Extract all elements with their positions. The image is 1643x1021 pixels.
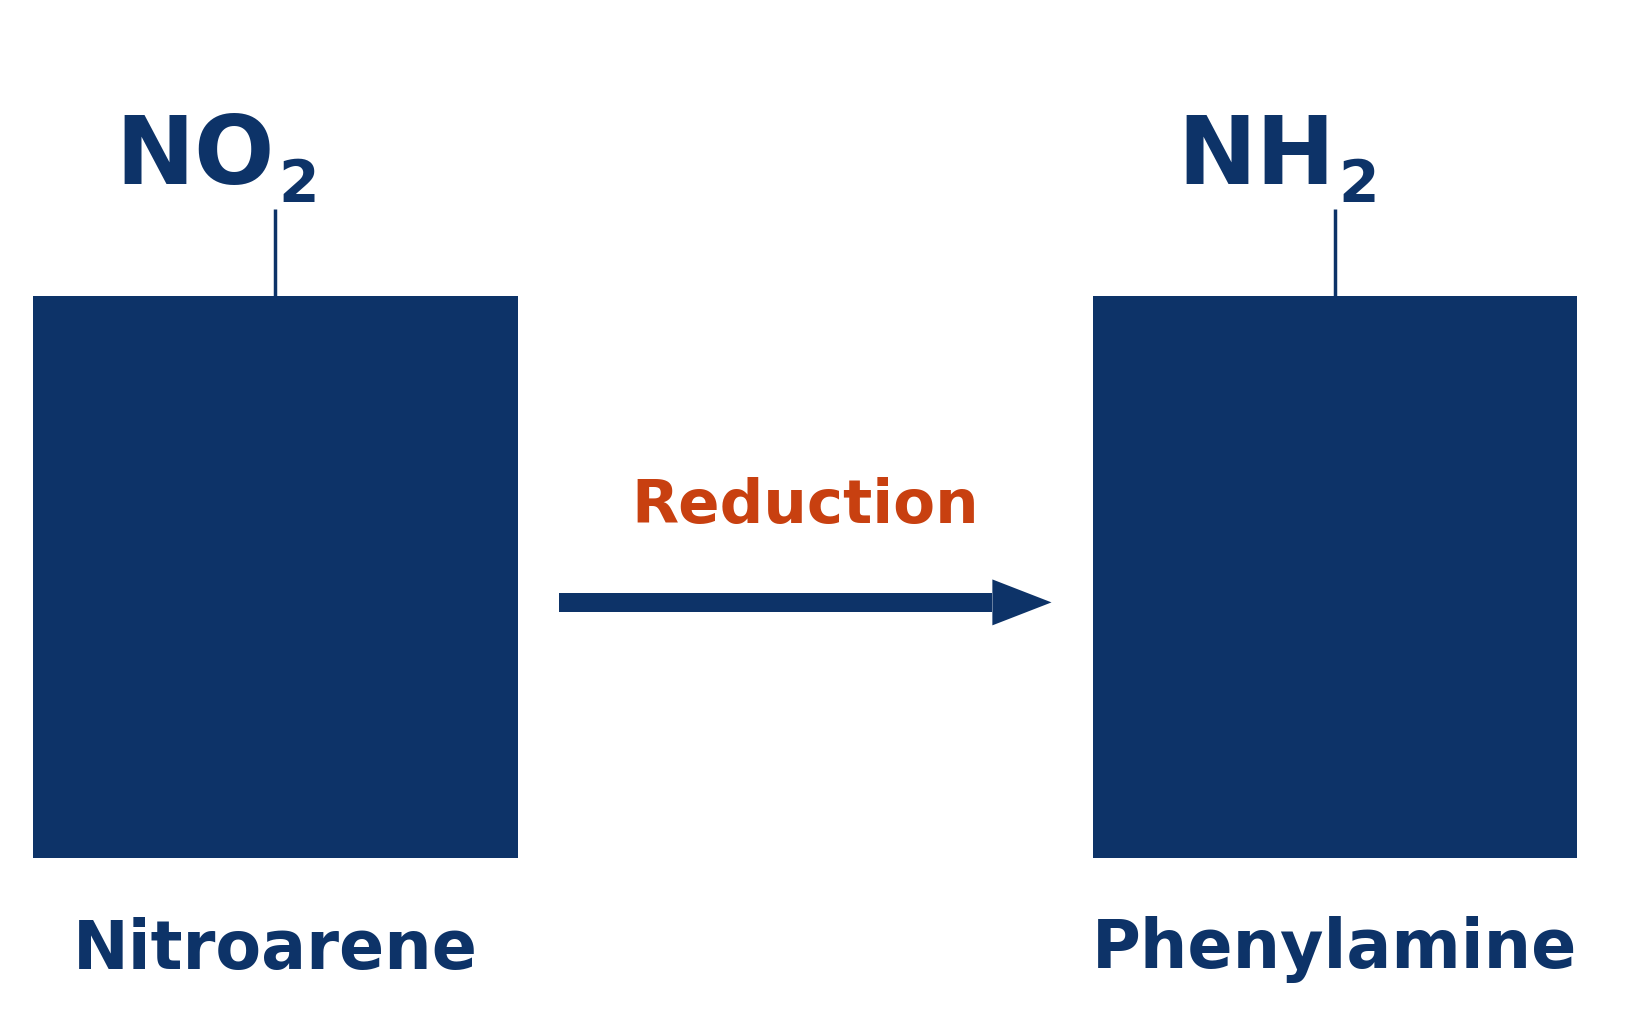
Text: 2: 2 — [278, 157, 319, 214]
Bar — [559, 593, 992, 612]
Text: NO: NO — [115, 112, 274, 204]
Bar — [1093, 296, 1577, 858]
Text: Reduction: Reduction — [631, 477, 979, 536]
Text: Phenylamine: Phenylamine — [1093, 916, 1577, 983]
Text: 2: 2 — [1337, 157, 1378, 214]
FancyArrow shape — [992, 580, 1052, 625]
Text: NH: NH — [1176, 112, 1334, 204]
Text: Nitroarene: Nitroarene — [72, 917, 478, 982]
Bar — [33, 296, 518, 858]
